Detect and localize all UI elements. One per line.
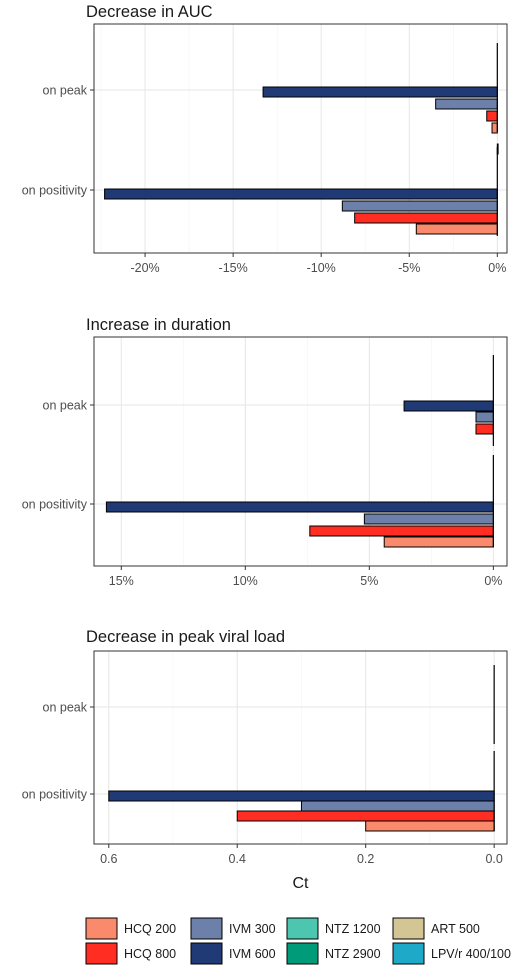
x-tick-label: -5% xyxy=(398,261,420,275)
legend-swatch xyxy=(392,917,425,940)
y-tick-label: on positivity xyxy=(22,184,88,198)
panel-border xyxy=(93,650,508,845)
bar-ivm-300 xyxy=(363,513,494,525)
panel-border xyxy=(93,336,508,567)
x-tick-label: 15% xyxy=(109,574,134,588)
bar-hcq-800 xyxy=(236,810,495,822)
legend-item: LPV/r 400/100 xyxy=(392,942,511,965)
chart-panel-1: Decrease in AUC on peak on positivity -20% -… xyxy=(22,3,508,275)
legend-label: IVM 300 xyxy=(229,922,276,936)
legend-swatch xyxy=(85,917,118,940)
y-tick-label: on positivity xyxy=(22,498,88,512)
bar-ivm-600 xyxy=(104,188,498,200)
x-tick-label: -20% xyxy=(130,261,159,275)
x-tick-label: 10% xyxy=(233,574,258,588)
bar-ivm-600 xyxy=(403,400,494,412)
bar-ivm-300 xyxy=(475,411,494,423)
legend-label: ART 500 xyxy=(431,922,480,936)
legend-swatch xyxy=(190,942,223,965)
legend-label: HCQ 200 xyxy=(124,922,176,936)
panel-title: Decrease in peak viral load xyxy=(86,628,285,646)
x-tick-label: -15% xyxy=(219,261,248,275)
bar-hcq-800 xyxy=(354,212,498,224)
panel-title: Decrease in AUC xyxy=(86,3,213,21)
chart-panel-2: Increase in duration on peak on positivity… xyxy=(22,316,508,588)
y-tick-label: on peak xyxy=(43,399,88,413)
legend-swatch xyxy=(85,942,118,965)
legend-item: HCQ 800 xyxy=(85,942,176,965)
bar-hcq-200 xyxy=(383,536,494,548)
y-tick-label: on peak xyxy=(43,701,88,715)
bar-ivm-600 xyxy=(262,86,498,98)
bar-ivm-600 xyxy=(105,501,494,513)
bar-hcq-800 xyxy=(486,110,498,122)
bar-ivm-300 xyxy=(341,200,498,212)
y-tick-label: on peak xyxy=(43,84,88,98)
x-tick-label: 0.2 xyxy=(357,852,374,866)
x-tick-label: 0.6 xyxy=(100,852,117,866)
legend-label: NTZ 1200 xyxy=(325,922,381,936)
bar-ivm-600 xyxy=(108,790,495,802)
bar-hcq-800 xyxy=(475,423,494,435)
bar-ivm-300 xyxy=(300,800,495,812)
legend-swatch xyxy=(286,917,319,940)
bar-ivm-300 xyxy=(435,98,498,110)
chart-panel-3: Decrease in peak viral load on peak on pos… xyxy=(22,628,508,892)
x-tick-label: 0.0 xyxy=(485,852,502,866)
legend-item: HCQ 200 xyxy=(85,917,176,940)
x-tick-label: 0% xyxy=(484,574,502,588)
legend-label: NTZ 2900 xyxy=(325,947,381,961)
legend-item: IVM 300 xyxy=(190,917,276,940)
legend-label: LPV/r 400/100 xyxy=(431,947,511,961)
x-tick-label: 5% xyxy=(360,574,378,588)
bar-hcq-200 xyxy=(415,223,498,235)
x-tick-label: 0.4 xyxy=(229,852,246,866)
panel-title: Increase in duration xyxy=(86,316,231,334)
legend-item: IVM 600 xyxy=(190,942,276,965)
panel-border xyxy=(93,23,508,254)
x-axis-label: Ct xyxy=(293,875,310,892)
bar-hcq-200 xyxy=(491,122,498,134)
legend-swatch xyxy=(286,942,319,965)
legend-item: NTZ 2900 xyxy=(286,942,381,965)
bar-hcq-800 xyxy=(309,525,494,537)
y-tick-label: on positivity xyxy=(22,788,88,802)
legend-item: NTZ 1200 xyxy=(286,917,381,940)
x-tick-label: -10% xyxy=(307,261,336,275)
legend-item: ART 500 xyxy=(392,917,480,940)
legend-swatch xyxy=(190,917,223,940)
legend-label: IVM 600 xyxy=(229,947,276,961)
legend: HCQ 200 HCQ 800 IVM 300 IVM 600 NTZ 1200 NTZ … xyxy=(85,917,511,965)
bar-hcq-200 xyxy=(365,820,495,832)
x-tick-label: 0% xyxy=(488,261,506,275)
legend-label: HCQ 800 xyxy=(124,947,176,961)
legend-swatch xyxy=(392,942,425,965)
